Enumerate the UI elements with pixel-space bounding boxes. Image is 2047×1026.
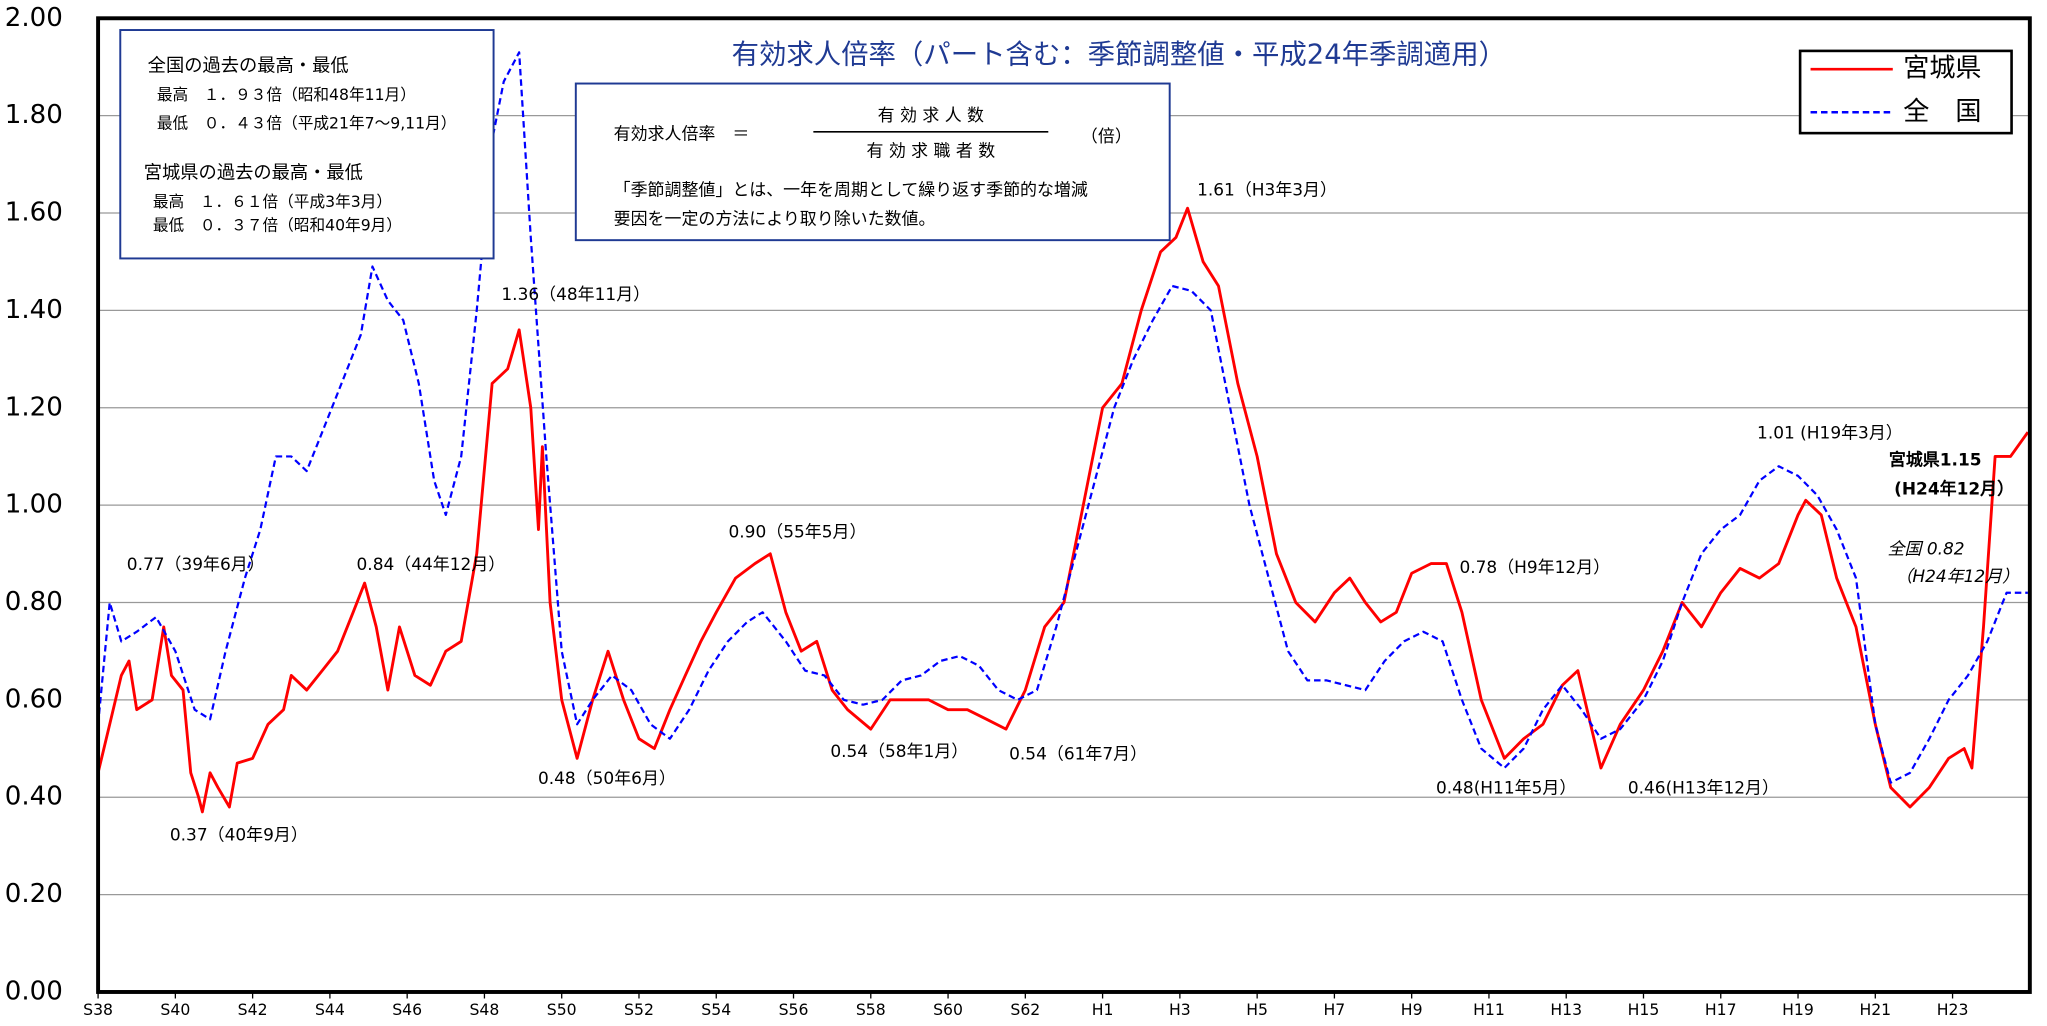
x-tick-label: H7 [1324,1000,1346,1019]
box [574,82,1171,242]
annotation: 1.61（H3年3月） [1197,180,1337,200]
unit: （倍） [1081,126,1132,146]
y-tick-label: 0.60 [5,684,63,714]
x-tick-label: S62 [1010,1000,1040,1019]
x-tick-label: H15 [1628,1000,1660,1019]
x-tick-label: H3 [1169,1000,1191,1019]
y-tick-label: 0.40 [5,782,63,812]
definition-box: 有効求人倍率 ＝ 有 効 求 人 数 有 効 求 職 者 数 （倍） 「季節調整… [574,82,1171,242]
annotation: 0.77（39年6月） [127,554,265,574]
legend-label: 宮城県 [1903,54,1981,84]
annotation: 0.48（50年6月） [538,768,676,788]
annotation: 0.54（61年7月） [1009,743,1147,763]
legend-label: 全 国 [1903,97,1981,127]
y-tick-label: 0.20 [5,879,63,909]
x-tick-label: S48 [469,1000,499,1019]
x-tick-label: H21 [1859,1000,1891,1019]
records-box: 全国の過去の最高・最低 最高 １．９３倍（昭和48年11月） 最低 ０．４３倍（… [119,29,495,260]
x-tick-label: S52 [624,1000,654,1019]
note-line: 「季節調整値」とは、一年を周期として繰り返す季節的な増減 [614,180,1088,200]
x-tick-label: S54 [701,1000,731,1019]
annotation: 0.46(H13年12月） [1628,777,1779,797]
x-tick-label: H9 [1401,1000,1423,1019]
y-tick-label: 1.80 [5,100,63,130]
x-tick-label: H5 [1246,1000,1268,1019]
annotation: 0.37（40年9月） [170,824,308,844]
annotation: 0.54（58年1月） [830,741,968,761]
box [119,29,495,260]
record-line: 最高 １．９３倍（昭和48年11月） [157,85,416,104]
y-tick-label: 1.00 [5,490,63,520]
annotation: 1.01 (H19年3月） [1757,422,1903,442]
x-tick-label: S58 [856,1000,886,1019]
series-line [96,206,2030,814]
y-tick-label: 0.00 [5,976,63,1006]
annotation: 0.84（44年12月） [357,554,506,574]
y-tick-label: 1.60 [5,198,63,228]
annotations: 0.77（39年6月） 0.37（40年9月） 0.84（44年12月） 1.36（4… [127,180,2019,845]
annotation: 1.36（48年11月） [501,284,650,304]
record-line: 最低 ０．４３倍（平成21年7～9,11月） [157,113,457,132]
chart-title: 有効求人倍率（パート含む：季節調整値・平成24年季調適用） [732,40,1506,71]
x-tick-label: H23 [1937,1000,1969,1019]
y-tick-label: 0.80 [5,587,63,617]
x-tick-label: H11 [1473,1000,1505,1019]
record-line: 宮城県の過去の最高・最低 [144,163,363,184]
note-line: 要因を一定の方法により取り除いた数値。 [614,208,936,228]
annotation: （H24年12月） [1895,566,2019,586]
record-line: 最高 １．６１倍（平成3年3月） [153,192,392,211]
x-tick-label: S38 [83,1000,113,1019]
denominator: 有 効 求 職 者 数 [866,140,995,160]
x-tick-label: H1 [1092,1000,1114,1019]
x-tick-label: S46 [392,1000,422,1019]
x-tick-label: H19 [1782,1000,1814,1019]
x-tick-label: S60 [933,1000,963,1019]
record-line: 最低 ０．３７倍（昭和40年9月） [153,215,402,234]
annotation: 宮城県1.15 [1889,450,1982,470]
x-tick-label: H13 [1550,1000,1582,1019]
numerator: 有 効 求 人 数 [878,105,984,125]
annotation: (H24年12月） [1894,478,2014,498]
x-tick-label: S50 [547,1000,577,1019]
x-tick-label: S42 [238,1000,268,1019]
formula-lhs: 有効求人倍率 ＝ [614,123,750,143]
x-tick-label: S44 [315,1000,345,1019]
x-tick-label: H17 [1705,1000,1737,1019]
plot-frame [96,16,2032,994]
lines [96,51,2030,814]
y-tick-label: 1.20 [5,392,63,422]
annotation: 0.48(H11年5月） [1436,777,1576,797]
annotation: 0.78（H9年12月） [1459,557,1610,577]
record-line: 全国の過去の最高・最低 [148,56,349,77]
annotation: 全国 0.82 [1888,539,1965,559]
legend-box [1798,49,2013,135]
y-tick-label: 2.00 [5,3,63,33]
x-tick-label: S40 [160,1000,190,1019]
annotation: 0.90（55年5月） [729,522,867,542]
y-tick-label: 1.40 [5,295,63,325]
series-line [96,51,2028,784]
x-tick-label: S56 [779,1000,809,1019]
